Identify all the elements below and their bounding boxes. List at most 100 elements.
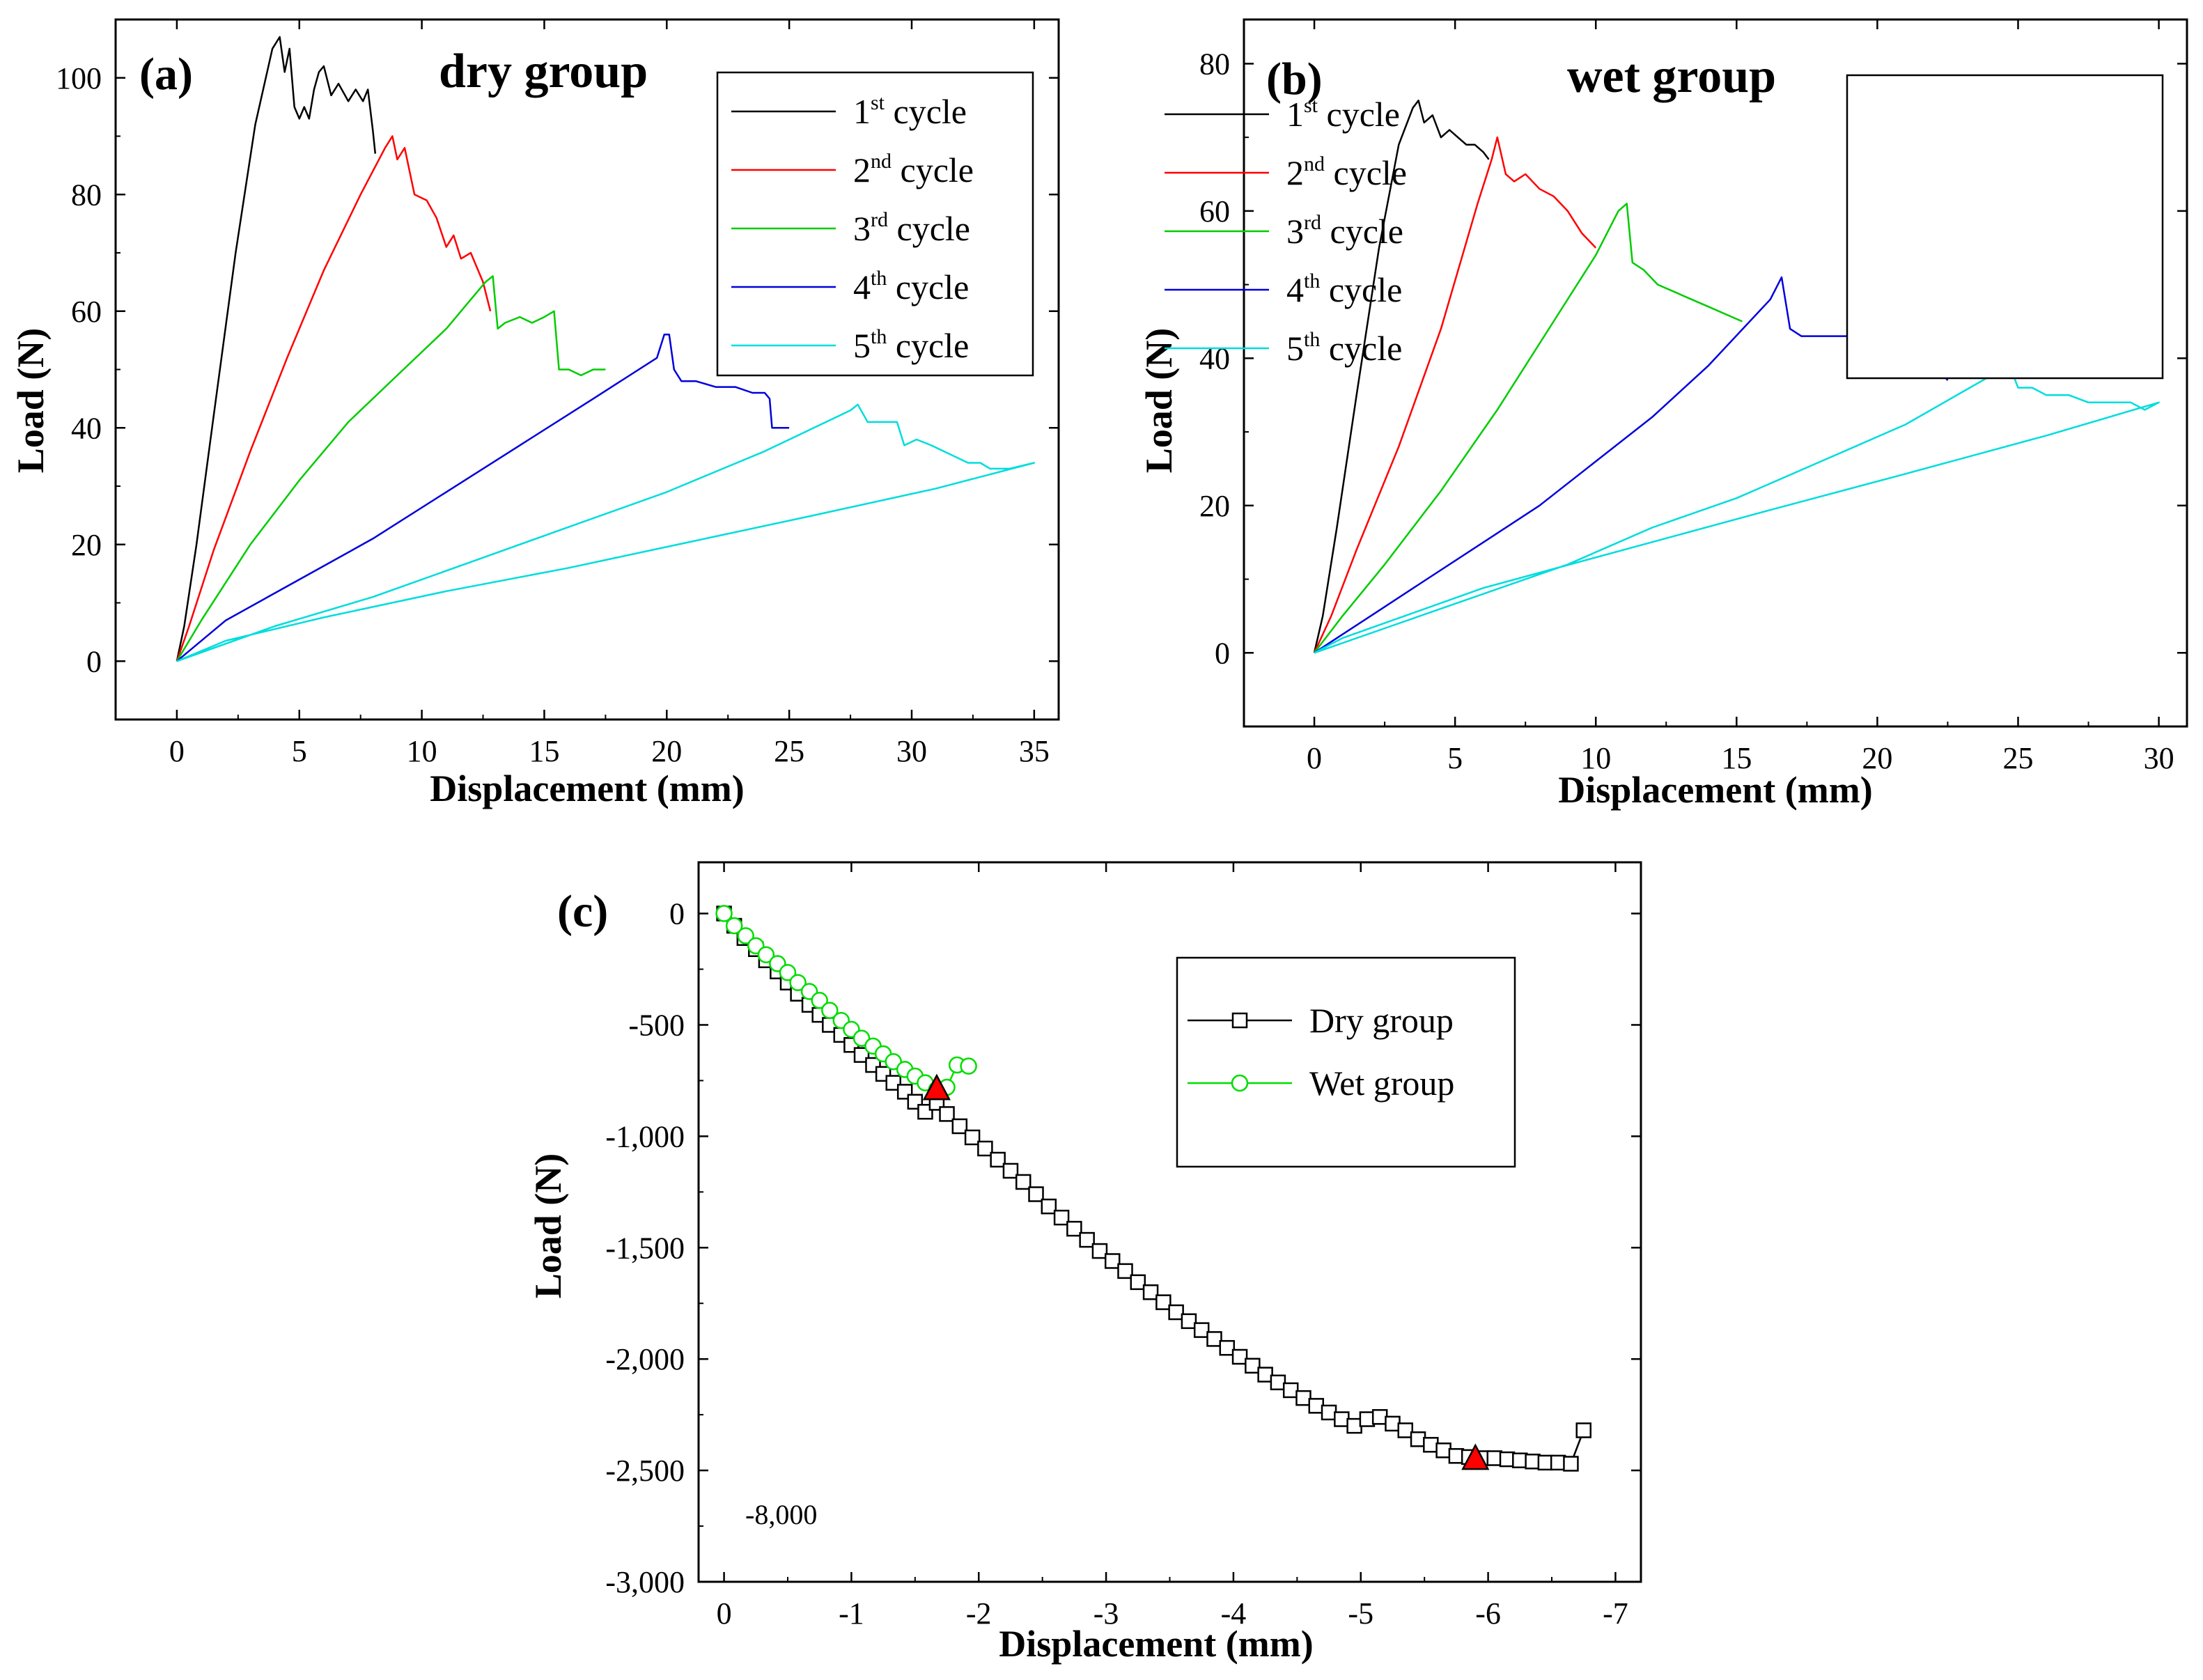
y-tick-label: 60 <box>71 295 102 329</box>
data-point-dry-group <box>1219 1339 1236 1356</box>
series-line-4th-cycle <box>176 334 790 662</box>
panel-a-ylabel: Load (N) <box>10 328 52 474</box>
data-point-dry-group <box>1257 1367 1273 1383</box>
y-tick-label: -1,000 <box>605 1119 685 1153</box>
panel-a-xlabel: Displacement (mm) <box>430 768 744 809</box>
x-tick-label: 0 <box>169 734 185 768</box>
data-point-dry-group <box>939 1106 955 1122</box>
series-line-1st-cycle <box>1313 100 1490 653</box>
data-point-dry-group <box>1206 1331 1222 1347</box>
data-point-dry-group <box>1270 1374 1286 1391</box>
legend-label: 1st cycle <box>1286 94 1400 134</box>
failure-point-marker <box>1461 1443 1490 1470</box>
data-point-dry-group <box>1499 1451 1516 1468</box>
data-point-dry-group <box>1423 1437 1439 1453</box>
x-tick-label: 15 <box>1721 741 1752 775</box>
y-tick-label: -2,000 <box>605 1342 685 1376</box>
data-point-wet-group <box>737 927 754 944</box>
series-line-2nd-cycle <box>1313 136 1597 653</box>
series-line-1st-cycle <box>176 36 377 662</box>
y-tick-label: 40 <box>71 411 102 445</box>
panel-b-wet-group: 0 5 10 15 20 25 30 0 20 40 60 80 (b) wet group Disp… <box>1138 18 2188 811</box>
y-tick-label: -3,000 <box>605 1565 685 1599</box>
x-tick-label: 30 <box>2144 741 2174 775</box>
panel-b-ticks: 0 5 10 15 20 25 30 0 20 40 60 80 <box>1199 20 2187 775</box>
data-point-wet-group <box>960 1057 977 1075</box>
data-point-dry-group <box>1537 1454 1554 1471</box>
data-point-dry-group <box>1002 1162 1019 1179</box>
data-point-dry-group <box>1053 1209 1070 1226</box>
data-point-dry-group <box>1371 1409 1388 1425</box>
data-point-wet-group <box>821 1002 839 1019</box>
data-point-dry-group <box>977 1140 993 1157</box>
legend-marker <box>1231 1012 1248 1029</box>
series-line-5th-cycle <box>1314 357 2160 654</box>
data-point-dry-group <box>885 1075 901 1091</box>
data-point-dry-group <box>1091 1243 1108 1259</box>
y-tick-label: -500 <box>628 1008 685 1042</box>
panel-b-xlabel: Displacement (mm) <box>1558 769 1872 811</box>
data-point-wet-group <box>779 964 797 981</box>
data-point-dry-group <box>1142 1284 1159 1300</box>
x-tick-label: 10 <box>1580 741 1611 775</box>
data-point-dry-group <box>990 1151 1006 1168</box>
data-point-dry-group <box>1282 1382 1299 1399</box>
x-tick-label: -3 <box>1093 1596 1119 1631</box>
panel-a-legend-box <box>716 71 1034 377</box>
x-tick-label: -2 <box>966 1596 992 1631</box>
data-point-dry-group <box>1397 1422 1413 1438</box>
data-point-dry-group <box>1231 1348 1248 1365</box>
y-tick-label: -1,500 <box>605 1231 685 1265</box>
x-tick-label: 0 <box>717 1596 732 1631</box>
y-tick-label: 100 <box>56 61 102 95</box>
x-tick-label: 0 <box>1307 741 1322 775</box>
data-point-dry-group <box>1525 1454 1541 1470</box>
data-point-wet-group <box>885 1052 902 1071</box>
panel-c-xlabel: Displacement (mm) <box>999 1623 1313 1665</box>
data-point-dry-group <box>853 1047 870 1063</box>
panel-b-legend-box <box>1846 74 2164 380</box>
x-tick-label: 5 <box>1447 741 1463 775</box>
panel-c-legend-box <box>1176 956 1516 1168</box>
legend-label: 3rd cycle <box>853 208 970 248</box>
data-point-dry-group <box>1015 1174 1032 1190</box>
data-point-dry-group <box>1575 1422 1591 1438</box>
x-tick-label: -5 <box>1348 1596 1373 1631</box>
x-tick-label: -7 <box>1603 1596 1628 1631</box>
panel-b-label: (b) <box>1266 54 1323 104</box>
y-tick-label: 20 <box>71 528 102 562</box>
data-point-dry-group <box>1385 1415 1401 1432</box>
x-tick-label: 20 <box>651 734 682 768</box>
panel-a-legend: 1st cycle 2nd cycle 3rd cycle 4th cycle 5th … <box>716 71 1034 377</box>
data-point-dry-group <box>1104 1253 1121 1269</box>
data-point-wet-group <box>757 946 775 963</box>
panel-a-label: (a) <box>139 49 193 100</box>
data-point-dry-group <box>1346 1417 1362 1434</box>
legend-marker <box>1231 1074 1249 1092</box>
series-line-3rd-cycle <box>1314 203 1743 654</box>
data-point-wet-group <box>725 917 743 935</box>
panel-a-ticks: 0 5 10 15 20 25 30 35 0 20 40 60 80 100 <box>56 20 1059 768</box>
x-tick-label: 20 <box>1862 741 1892 775</box>
x-tick-label: 25 <box>2002 741 2033 775</box>
legend-label: Dry group <box>1309 1001 1454 1040</box>
data-point-dry-group <box>1334 1411 1350 1427</box>
series-line-2nd-cycle <box>176 135 492 662</box>
panel-b-ylabel: Load (N) <box>1138 328 1180 474</box>
y-tick-label: 20 <box>1199 489 1230 523</box>
legend-label: 2nd cycle <box>853 150 974 189</box>
legend-label: 5th cycle <box>853 325 969 365</box>
panel-c-ticks: 0 -1 -2 -3 -4 -5 -6 -7 0 -500 -1,000 -1,500 -2,000 -2… <box>605 862 1641 1631</box>
data-point-dry-group <box>1435 1442 1451 1459</box>
legend-label: 4th cycle <box>853 267 969 306</box>
data-point-dry-group <box>1359 1411 1376 1427</box>
y-tick-label: 0 <box>86 644 102 678</box>
data-point-dry-group <box>1130 1274 1146 1291</box>
data-point-dry-group <box>1563 1456 1579 1472</box>
legend-label: Wet group <box>1309 1064 1454 1103</box>
y-tick-label: 80 <box>1199 47 1230 81</box>
panel-b-legend: 1st cycle 2nd cycle 3rd cycle 4th cycle 5th … <box>1165 74 2164 380</box>
panel-a-dry-group: 0 5 10 15 20 25 30 35 0 20 40 60 80 100 (a) dry group… <box>10 18 1060 809</box>
y-tick-label: 40 <box>1199 341 1230 375</box>
legend-label: 2nd cycle <box>1286 153 1407 192</box>
